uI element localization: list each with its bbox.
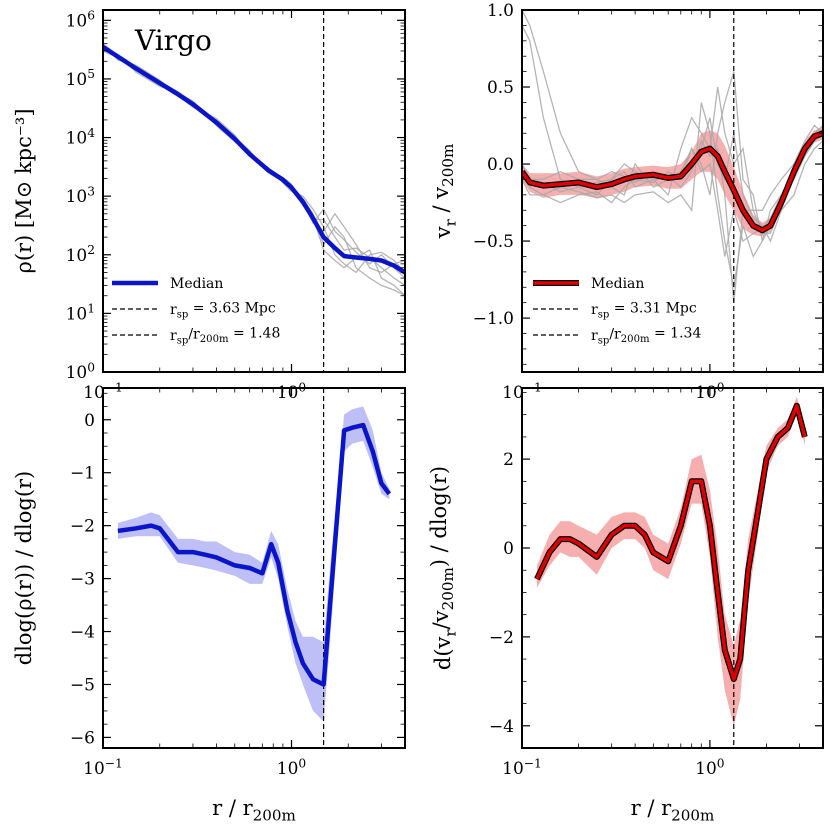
density-profile-panel: 10−1​100​100​101​102​103​104​105​106​ρ(r… bbox=[12, 9, 406, 403]
y-tick-label: −0.5 bbox=[473, 232, 514, 252]
velocity-slope-panel: 10−1​ 100​ −4 −2 0 2 r / r200m​ d(vr​/v200m​) /… bbox=[427, 387, 824, 824]
y-tick-label: 106​ bbox=[66, 9, 96, 32]
median-line bbox=[522, 131, 823, 233]
plot-area bbox=[103, 10, 405, 372]
median-line bbox=[535, 404, 807, 681]
legend-entry: Median bbox=[591, 276, 644, 292]
y-tick-label: −4 bbox=[70, 623, 95, 643]
y-tick-label: −2 bbox=[489, 628, 514, 648]
y-tick-label: 104​ bbox=[66, 126, 96, 149]
y-tick-label: −1.0 bbox=[473, 309, 514, 329]
y-tick-label: 100​ bbox=[66, 360, 95, 383]
y-tick-label: −3 bbox=[70, 570, 95, 590]
x-axis-title: r / r200m​ bbox=[212, 796, 296, 824]
individual-profile-line bbox=[522, 129, 823, 257]
legend-entry: rsp​ = 3.31 Mpc bbox=[591, 301, 697, 321]
y-tick-label: 0.5 bbox=[487, 78, 514, 98]
axes-frame bbox=[102, 9, 406, 373]
panel-title: Virgo bbox=[134, 24, 212, 57]
x-tick-label: 100​ bbox=[695, 756, 724, 779]
y-tick-label: 2 bbox=[503, 450, 514, 470]
plot-area bbox=[534, 388, 808, 748]
legend-entry: Median bbox=[170, 276, 223, 292]
axes-frame bbox=[521, 387, 824, 749]
y-tick-label: 1.0 bbox=[487, 1, 514, 21]
y-axis-title: dlog(ρ(r)) / dlog(r) bbox=[12, 471, 36, 666]
y-tick-label: −1 bbox=[70, 464, 95, 484]
plot-area bbox=[522, 10, 823, 372]
x-axis-title: r / r200m​ bbox=[631, 796, 715, 824]
legend-entry: rsp​/r200m​ = 1.48 bbox=[170, 325, 280, 346]
y-tick-label: −6 bbox=[70, 728, 95, 748]
x-tick-label: 10−1​ bbox=[502, 756, 542, 779]
legend-entry: rsp​/r200m​ = 1.34 bbox=[591, 325, 701, 346]
plot-area bbox=[117, 388, 392, 748]
y-tick-label: 0 bbox=[503, 539, 514, 559]
x-tick-label: 100​ bbox=[277, 756, 306, 779]
y-tick-label: 101​ bbox=[66, 302, 95, 325]
y-tick-label: 103​ bbox=[66, 184, 95, 207]
scatter-band bbox=[522, 127, 823, 237]
x-tick-label: 10−1​ bbox=[83, 756, 123, 779]
density-slope-panel: 10−1​ 100​ −6 −5 −4 −3 −2 −1 0 r / r200m​ dlog(ρ(r… bbox=[12, 387, 406, 824]
y-tick-label: −4 bbox=[489, 717, 514, 737]
y-tick-label: 0 bbox=[84, 411, 95, 431]
individual-profile-line bbox=[103, 47, 405, 279]
individual-profile-line bbox=[522, 10, 823, 242]
axes-frame bbox=[521, 9, 824, 373]
y-tick-label: 102​ bbox=[66, 243, 95, 266]
radial-velocity-panel: 10−1​100​−1.0−0.50.00.51.0vr​ / v200m​Me… bbox=[429, 1, 824, 403]
median-line bbox=[117, 422, 392, 687]
y-axis-title: vr​ / v200m​ bbox=[429, 144, 459, 240]
scatter-band bbox=[117, 406, 390, 722]
individual-profile-line bbox=[522, 25, 823, 211]
y-tick-label: 0.0 bbox=[487, 155, 514, 175]
axes-frame bbox=[102, 387, 406, 749]
y-axis-title: d(vr​/v200m​) / dlog(r) bbox=[427, 466, 459, 670]
y-axis-title: ρ(r) [M⊙ kpc⁻³] bbox=[12, 108, 36, 273]
median-line bbox=[103, 45, 405, 275]
y-tick-label: −2 bbox=[70, 517, 95, 537]
legend-entry: rsp​ = 3.63 Mpc bbox=[170, 301, 276, 321]
y-tick-label: −5 bbox=[70, 675, 95, 695]
y-tick-label: 105​ bbox=[66, 67, 95, 90]
